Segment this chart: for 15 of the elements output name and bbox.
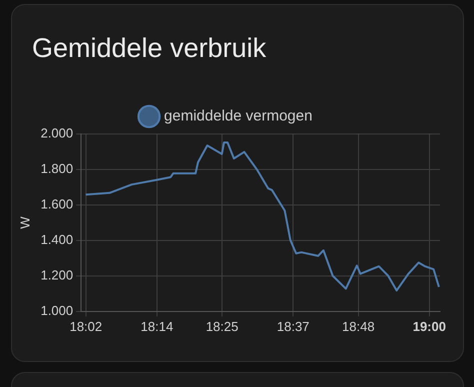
y-tick-label: 1.600 [40,196,74,212]
chart-title: Gemiddele verbruik [32,33,266,64]
x-tick-label: 18:37 [276,318,310,334]
y-tick-label: 1.400 [40,232,74,248]
y-tick-label: 1.000 [40,302,74,318]
x-tick-label: 18:14 [140,318,174,334]
legend-label: gemiddelde vermogen [164,108,312,125]
y-tick-label: 2.000 [40,126,74,141]
x-tick-label: 18:25 [206,318,238,334]
x-tick-label: 18:48 [342,318,375,334]
y-axis-title: W [17,216,32,229]
y-tick-label: 1.200 [40,268,74,282]
x-tick-label: 19:00 [412,318,446,334]
x-tick-label: 18:02 [70,318,102,334]
y-tick-label: 1.800 [40,161,74,176]
